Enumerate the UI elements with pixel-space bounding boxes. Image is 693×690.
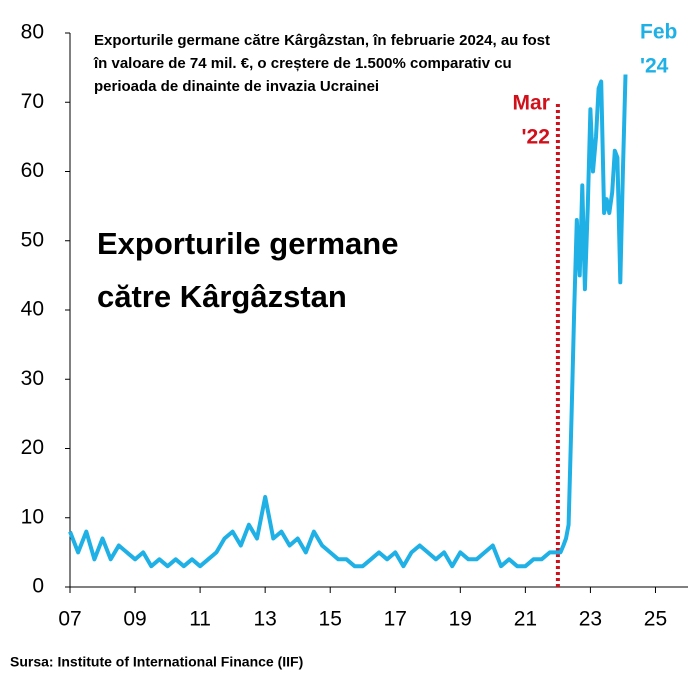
y-tick-label: 60 [21,159,44,182]
y-tick-label: 80 [21,21,44,44]
y-tick-label: 30 [21,367,44,390]
title-line: către Kârgâzstan [97,279,347,314]
marker-label: Mar [513,92,550,115]
x-tick-label: 19 [449,608,472,631]
end-label: Feb [640,21,677,44]
y-tick-label: 70 [21,90,44,113]
data-line [68,74,628,569]
x-tick-label: 07 [58,608,81,631]
x-tick-label: 13 [253,608,276,631]
annotation-line: Exporturile germane către Kârgâzstan, în… [94,32,550,49]
source: Sursa: Institute of International Financ… [10,654,303,670]
title-line: Exporturile germane [97,226,398,261]
y-tick-label: 10 [21,505,44,528]
y-tick-label: 50 [21,228,44,251]
x-tick-label: 17 [384,608,407,631]
x-tick-label: 11 [189,608,211,631]
y-tick-label: 20 [21,436,44,459]
x-tick-label: 15 [319,608,342,631]
x-tick-label: 21 [514,608,537,631]
end-label: '24 [640,55,669,78]
marker-label: '22 [522,126,550,149]
y-tick-label: 40 [21,298,44,321]
annotation-line: în valoare de 74 mil. €, o creștere de 1… [93,55,512,72]
x-tick-label: 09 [123,608,146,631]
x-tick-label: 23 [579,608,602,631]
y-tick-label: 0 [32,575,44,598]
x-tick-label: 25 [644,608,667,631]
annotation-line: perioada de dinainte de invazia Ucrainei [94,78,379,95]
